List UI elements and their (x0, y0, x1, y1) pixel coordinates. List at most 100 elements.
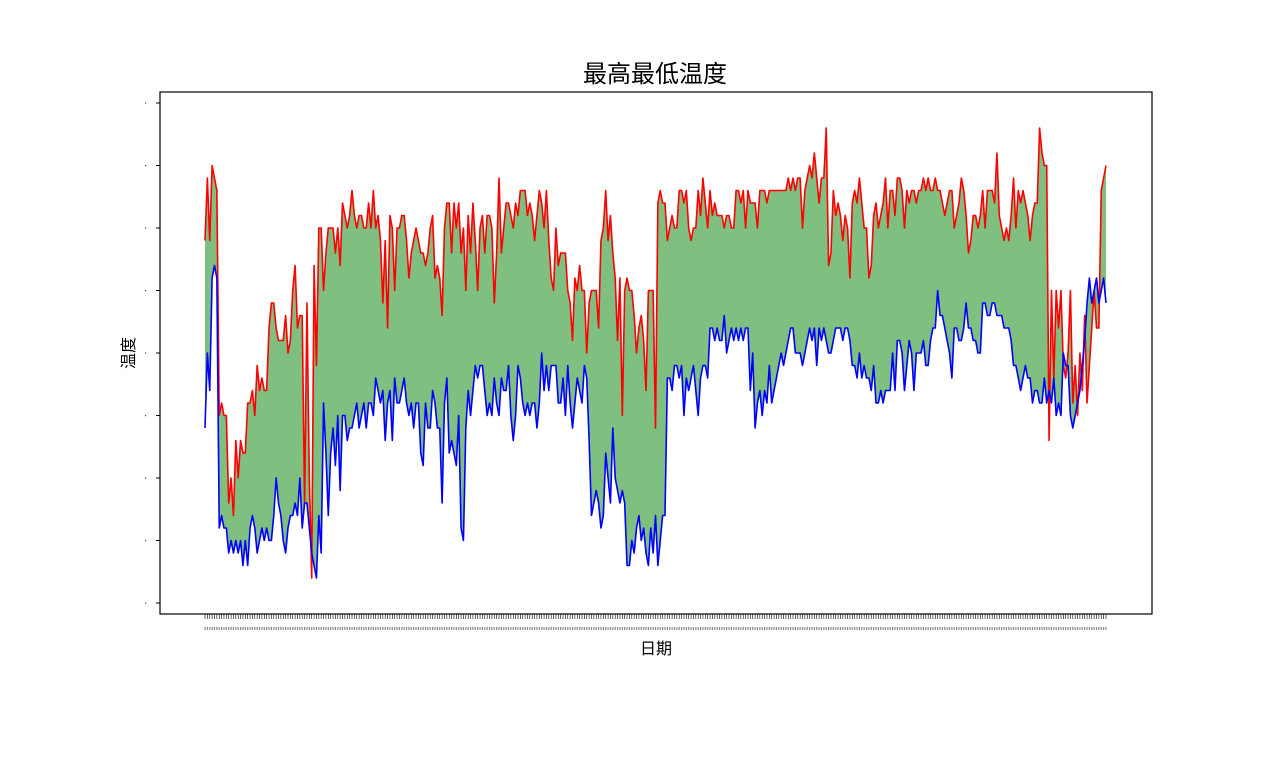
x-tick-label (609, 627, 612, 630)
y-tick-label (145, 477, 147, 479)
x-tick-label (884, 627, 887, 630)
y-tick-label (145, 290, 147, 292)
x-tick-label (280, 627, 282, 630)
x-tick-label (846, 627, 849, 630)
x-tick-label (588, 627, 590, 630)
x-tick-label (277, 627, 280, 630)
x-tick-label (998, 627, 1000, 630)
x-tick-label (225, 627, 227, 630)
x-tick-label (1031, 627, 1034, 630)
x-tick-label (550, 627, 552, 630)
x-tick-label (458, 627, 460, 630)
x-tick-label (690, 627, 692, 630)
x-tick-label (709, 627, 711, 630)
x-tick-label (695, 627, 697, 630)
x-tick-label (657, 627, 659, 630)
x-tick-label (664, 627, 666, 630)
x-tick-label (486, 627, 488, 630)
x-tick-label (875, 627, 877, 630)
x-tick-label (455, 627, 457, 630)
x-tick-label (273, 627, 275, 630)
x-tick-label (1095, 627, 1098, 630)
x-tick-label (398, 627, 401, 630)
x-tick-label (993, 627, 996, 630)
x-tick-label (576, 627, 578, 630)
x-tick-label (811, 627, 813, 630)
x-tick-label (228, 627, 230, 630)
x-tick-label (332, 627, 334, 630)
x-tick-label (835, 627, 837, 630)
x-tick-label (711, 627, 714, 630)
x-tick-label (460, 627, 462, 630)
x-tick-label (960, 627, 962, 630)
x-tick-label (507, 627, 510, 630)
x-tick-label (275, 627, 277, 630)
x-tick-label (296, 627, 299, 630)
x-tick-label (548, 627, 550, 630)
x-tick-label (929, 627, 932, 630)
x-tick-label (771, 627, 773, 630)
x-tick-label (896, 627, 898, 630)
x-tick-label (510, 627, 512, 630)
x-tick-label (261, 627, 263, 630)
x-tick-label (337, 627, 339, 630)
y-axis-label: 温度 (119, 337, 138, 369)
x-tick-label (417, 627, 419, 630)
x-tick-label (941, 627, 943, 630)
x-tick-label (268, 627, 270, 630)
x-tick-label (1027, 627, 1029, 630)
y-tick-label (145, 540, 147, 542)
x-tick-label (837, 627, 839, 630)
x-tick-label (880, 627, 882, 630)
x-tick-label (797, 627, 799, 630)
x-tick-label (934, 627, 936, 630)
x-tick-label (908, 627, 910, 630)
x-tick-label (531, 627, 533, 630)
x-tick-label (512, 627, 514, 630)
x-tick-label (652, 627, 654, 630)
x-tick-label (420, 627, 422, 630)
x-tick-label (749, 627, 751, 630)
x-tick-label (522, 627, 524, 630)
x-tick-label (583, 627, 585, 630)
x-tick-label (680, 627, 683, 630)
x-tick-label (488, 627, 491, 630)
x-tick-label (913, 627, 915, 630)
x-tick-label (721, 627, 723, 630)
y-tick-label (145, 602, 147, 604)
x-tick-label (249, 627, 251, 630)
x-tick-label (562, 627, 564, 630)
x-tick-label (794, 627, 796, 630)
x-tick-label (351, 627, 353, 630)
x-tick-label (963, 627, 965, 630)
x-tick-label (830, 627, 832, 630)
x-tick-label (311, 627, 313, 630)
x-tick-label (868, 627, 870, 630)
x-tick-label (579, 627, 581, 630)
x-tick-label (408, 627, 410, 630)
series-line-low (204, 264, 1107, 579)
x-tick-label (529, 627, 531, 630)
x-tick-label (1041, 627, 1043, 630)
x-tick-label (410, 627, 412, 630)
x-tick-label (1048, 627, 1050, 630)
x-tick-label (1015, 627, 1017, 630)
x-tick-label (669, 627, 671, 630)
x-tick-label (363, 627, 365, 630)
x-tick-label (543, 627, 545, 630)
x-tick-label (1022, 627, 1024, 630)
x-tick-label (356, 627, 358, 630)
x-tick-label (327, 627, 329, 630)
x-tick-label (230, 627, 232, 630)
x-tick-label (538, 627, 540, 630)
x-tick-label (979, 627, 981, 630)
x-tick-label (745, 627, 747, 630)
x-tick-label (254, 627, 256, 630)
x-tick-label (349, 627, 351, 630)
x-tick-label (982, 627, 984, 630)
x-tick-label (569, 627, 571, 630)
x-tick-label (856, 627, 858, 630)
x-tick-label (676, 627, 678, 630)
x-tick-label (887, 627, 889, 630)
